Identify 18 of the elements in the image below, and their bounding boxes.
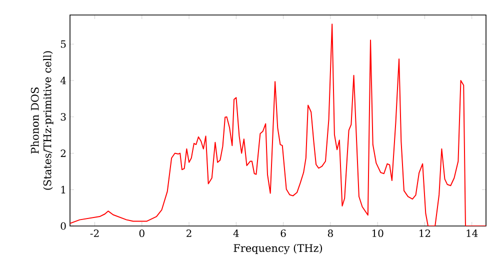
x-tick-label: 8	[328, 230, 333, 238]
x-axis-title: Frequency (THz)	[234, 244, 322, 254]
y-tick-label: 1	[61, 186, 66, 194]
x-tick-label: 14	[466, 230, 478, 237]
y-tick-label: 4	[60, 76, 66, 84]
line-series	[70, 24, 486, 226]
x-tick-label: 10	[372, 230, 384, 238]
y-tick-label: 0	[60, 222, 66, 230]
y-tick-label: 5	[60, 40, 66, 48]
y-tick-label: 3	[60, 113, 66, 121]
x-tick-label: -2	[90, 230, 99, 237]
y-tick-label: 2	[60, 150, 66, 157]
x-tick-label: 12	[420, 230, 430, 237]
x-tick-label: 6	[280, 230, 286, 238]
x-tick-label: 0	[139, 230, 144, 238]
y-axis-title: Phonon DOS (States/THz·primitive cell)	[30, 51, 54, 190]
x-tick-label: 2	[186, 230, 192, 237]
x-tick-label: 4	[233, 230, 239, 237]
